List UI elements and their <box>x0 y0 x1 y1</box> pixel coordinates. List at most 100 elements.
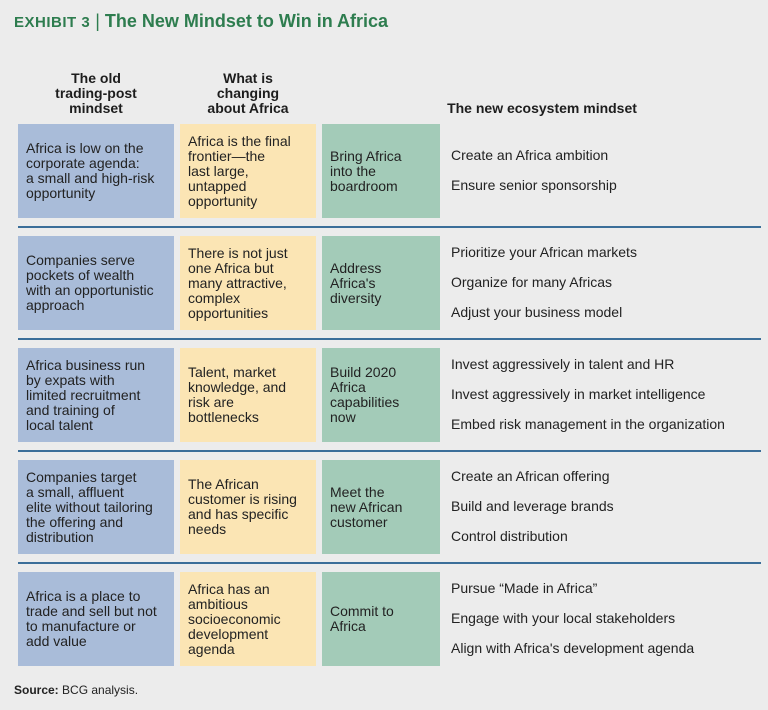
text-line: opportunity <box>188 192 258 209</box>
row-divider <box>18 338 761 340</box>
ecosystem-box: Build 2020 Africa capabilities now <box>322 348 440 442</box>
text-line: The African <box>188 476 259 492</box>
text-line: Africa is a place to <box>26 588 141 604</box>
text-line: Bring Africa <box>330 147 402 164</box>
old-mindset-box: Companies target a small, affluent elite… <box>18 460 174 554</box>
ecosystem-box: Meet the new African customer <box>322 460 440 554</box>
changing-box: Talent, market knowledge, and risk are b… <box>180 348 316 442</box>
text-line: ambitious <box>188 595 248 612</box>
text-line: Africa <box>330 379 366 395</box>
header-old-line: mindset <box>69 100 123 116</box>
mindset-row: Africa is a place to trade and sell but … <box>0 572 768 666</box>
old-mindset-box: Africa is low on the corporate agenda: a… <box>18 124 174 218</box>
action-list: Pursue “Made in Africa” Engage with your… <box>451 572 761 666</box>
mindset-row: Companies target a small, affluent elite… <box>0 460 768 554</box>
text-line: development <box>188 625 269 642</box>
text-line: Africa's <box>330 274 376 291</box>
text-line: opportunities <box>188 304 269 321</box>
changing-box: Africa is the final frontier—the last la… <box>180 124 316 218</box>
mindset-row: Africa is low on the corporate agenda: a… <box>0 124 768 218</box>
action-item: Create an Africa ambition <box>451 147 609 163</box>
text-line: customer <box>330 513 388 530</box>
text-line: one Africa but <box>188 259 274 276</box>
text-line: bottlenecks <box>188 409 259 425</box>
text-line: limited recruitment <box>26 386 141 403</box>
source-note: Source: BCG analysis. <box>14 683 138 697</box>
action-item: Build and leverage brands <box>451 498 614 514</box>
text-line: Africa <box>330 618 366 634</box>
action-item: Adjust your business model <box>451 304 623 320</box>
row-divider <box>18 562 761 564</box>
row-divider <box>18 226 761 228</box>
source-label: Source: <box>14 683 59 697</box>
mindset-row: Africa business run by expats with limit… <box>0 348 768 442</box>
old-mindset-box: Africa business run by expats with limit… <box>18 348 174 442</box>
text-line: pockets of wealth <box>26 267 135 283</box>
text-line: elite without tailoring <box>26 498 153 515</box>
text-line: with an opportunistic <box>26 282 154 298</box>
action-item: Invest aggressively in market intelligen… <box>451 386 706 402</box>
text-line: complex <box>188 289 241 306</box>
header-changing-line: changing <box>216 85 280 101</box>
changing-box: Africa has an ambitious socioeconomic de… <box>180 572 316 666</box>
text-line: the offering and <box>26 513 124 530</box>
old-mindset-box: Africa is a place to trade and sell but … <box>18 572 174 666</box>
exhibit-number: EXHIBIT 3 <box>14 14 91 31</box>
text-line: Africa is the final <box>188 132 291 149</box>
text-line: trade and sell but not <box>26 603 157 619</box>
ecosystem-box: Address Africa's diversity <box>322 236 440 330</box>
mindset-row: Companies serve pockets of wealth with a… <box>0 236 768 330</box>
text-line: boardroom <box>330 177 398 194</box>
header-new-text: The new ecosystem mindset <box>447 100 637 116</box>
title-separator: | <box>95 11 100 31</box>
header-new-mindset: The new ecosystem mindset <box>322 101 762 116</box>
ecosystem-box: Bring Africa into the boardroom <box>322 124 440 218</box>
source-text: BCG analysis. <box>62 683 139 697</box>
text-line: diversity <box>330 289 382 306</box>
header-old-mindset: The old trading-post mindset <box>18 71 174 116</box>
text-line: Companies target <box>26 468 137 485</box>
action-item: Control distribution <box>451 528 568 544</box>
action-item: Engage with your local stakeholders <box>451 610 676 626</box>
header-old-line: The old <box>71 70 121 86</box>
text-line: Build 2020 <box>330 364 397 380</box>
text-line: into the <box>330 162 376 179</box>
text-line: Africa business run <box>26 356 146 373</box>
text-line: last large, <box>188 162 249 179</box>
title-text: The New Mindset to Win in Africa <box>104 11 389 31</box>
text-line: a small, affluent <box>26 483 124 500</box>
action-item: Create an African offering <box>451 468 610 484</box>
text-line: and training of <box>26 401 115 418</box>
text-line: corporate agenda: <box>26 155 140 171</box>
text-line: to manufacture or <box>26 618 136 634</box>
text-line: Africa is low on the <box>26 140 144 156</box>
text-line: approach <box>26 297 85 313</box>
row-divider <box>18 450 761 452</box>
text-line: Africa has an <box>188 580 270 597</box>
text-line: a small and high-risk <box>26 170 155 186</box>
text-line: There is not just <box>188 244 288 261</box>
changing-box: The African customer is rising and has s… <box>180 460 316 554</box>
text-line: opportunity <box>26 185 96 201</box>
text-line: now <box>330 409 356 425</box>
text-line: add value <box>26 633 87 649</box>
header-changing: What is changing about Africa <box>180 71 316 116</box>
text-line: Commit to <box>330 603 394 619</box>
exhibit-title: EXHIBIT 3 | The New Mindset to Win in Afri… <box>14 11 388 32</box>
action-item: Prioritize your African markets <box>451 244 637 260</box>
action-list: Create an Africa ambition Ensure senior … <box>451 124 761 218</box>
text-line: and has specific <box>188 506 289 522</box>
action-list: Create an African offering Build and lev… <box>451 460 761 554</box>
text-line: many attractive, <box>188 274 287 291</box>
text-line: agenda <box>188 640 235 657</box>
text-line: capabilities <box>330 394 400 410</box>
text-line: untapped <box>188 177 247 194</box>
text-line: by expats with <box>26 371 115 388</box>
action-item: Pursue “Made in Africa” <box>451 580 598 596</box>
text-line: Meet the <box>330 483 385 500</box>
old-mindset-box: Companies serve pockets of wealth with a… <box>18 236 174 330</box>
action-list: Prioritize your African markets Organize… <box>451 236 761 330</box>
text-line: frontier—the <box>188 147 266 164</box>
header-changing-line: about Africa <box>207 100 289 116</box>
text-line: Talent, market <box>188 364 276 380</box>
